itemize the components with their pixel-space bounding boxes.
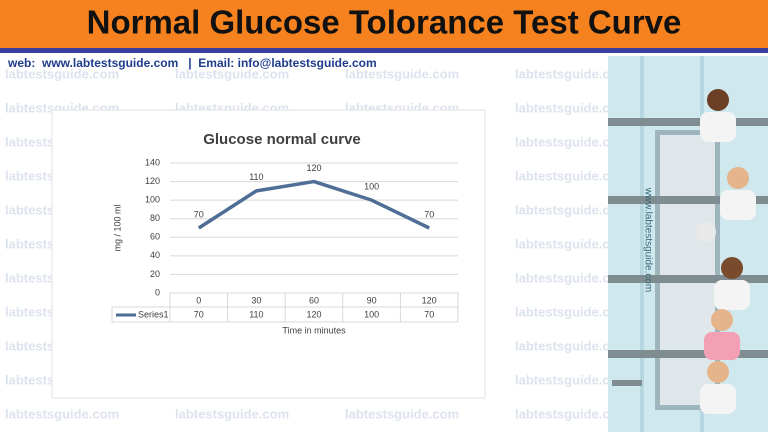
x-tick-label: 0 (196, 295, 201, 305)
chart-title: Glucose normal curve (203, 131, 361, 148)
x-tick-label: 120 (422, 295, 437, 305)
y-tick-label: 100 (145, 195, 160, 205)
y-tick-label: 120 (145, 176, 160, 186)
watermark: labtestsguide.com (515, 236, 629, 251)
watermark: labtestsguide.com (515, 168, 629, 183)
page-title: Normal Glucose Tolorance Test Curve (87, 4, 682, 41)
watermark: labtestsguide.com (515, 270, 629, 285)
y-tick-label: 60 (150, 232, 160, 242)
watermark: labtestsguide.com (515, 304, 629, 319)
table-value: 110 (249, 309, 263, 319)
watermark: labtestsguide.com (345, 66, 459, 81)
y-tick-label: 0 (155, 287, 160, 297)
watermark: labtestsguide.com (515, 66, 629, 81)
watermark: labtestsguide.com (175, 66, 289, 81)
y-tick-label: 140 (145, 157, 160, 167)
side-text: www.labtestsguide.com (642, 187, 653, 293)
watermark: labtestsguide.com (515, 100, 629, 115)
y-tick-label: 20 (150, 269, 160, 279)
watermark: labtestsguide.com (515, 372, 629, 387)
x-tick-label: 90 (367, 295, 377, 305)
watermark: labtestsguide.com (515, 134, 629, 149)
y-axis-label: mg / 100 ml (112, 204, 122, 251)
data-label: 70 (424, 209, 434, 219)
x-tick-label: 30 (251, 295, 261, 305)
y-tick-label: 40 (150, 250, 160, 260)
plot: 0 20 40 60 80 100 120 140 0 30 60 90 120 70 70 110 110 12… (111, 157, 459, 323)
watermark: labtestsguide.com (515, 338, 629, 353)
y-tick-label: 80 (150, 213, 160, 223)
data-label: 110 (249, 172, 263, 182)
data-label: 70 (194, 209, 204, 219)
watermark: labtestsguide.com (175, 406, 289, 421)
legend-label: Series1 (138, 309, 169, 319)
banner (0, 0, 768, 48)
illustration (608, 56, 768, 432)
table-value: 70 (194, 309, 204, 319)
watermark: labtestsguide.com (5, 66, 119, 81)
table-value: 120 (306, 309, 321, 319)
contact: web: www.labtestsguide.com | Email: info… (7, 56, 377, 70)
watermark: labtestsguide.com (515, 406, 629, 421)
data-label: 120 (306, 163, 321, 173)
table-value: 70 (424, 309, 434, 319)
x-tick-label: 60 (309, 295, 319, 305)
watermark: labtestsguide.com (5, 406, 119, 421)
x-axis-label: Time in minutes (282, 325, 346, 335)
table-value: 100 (364, 309, 379, 319)
watermark: labtestsguide.com (345, 406, 459, 421)
series-line (197, 179, 430, 230)
divider (0, 48, 768, 53)
watermark: labtestsguide.com (515, 202, 629, 217)
chart-panel (51, 109, 486, 399)
data-label: 100 (364, 182, 379, 192)
